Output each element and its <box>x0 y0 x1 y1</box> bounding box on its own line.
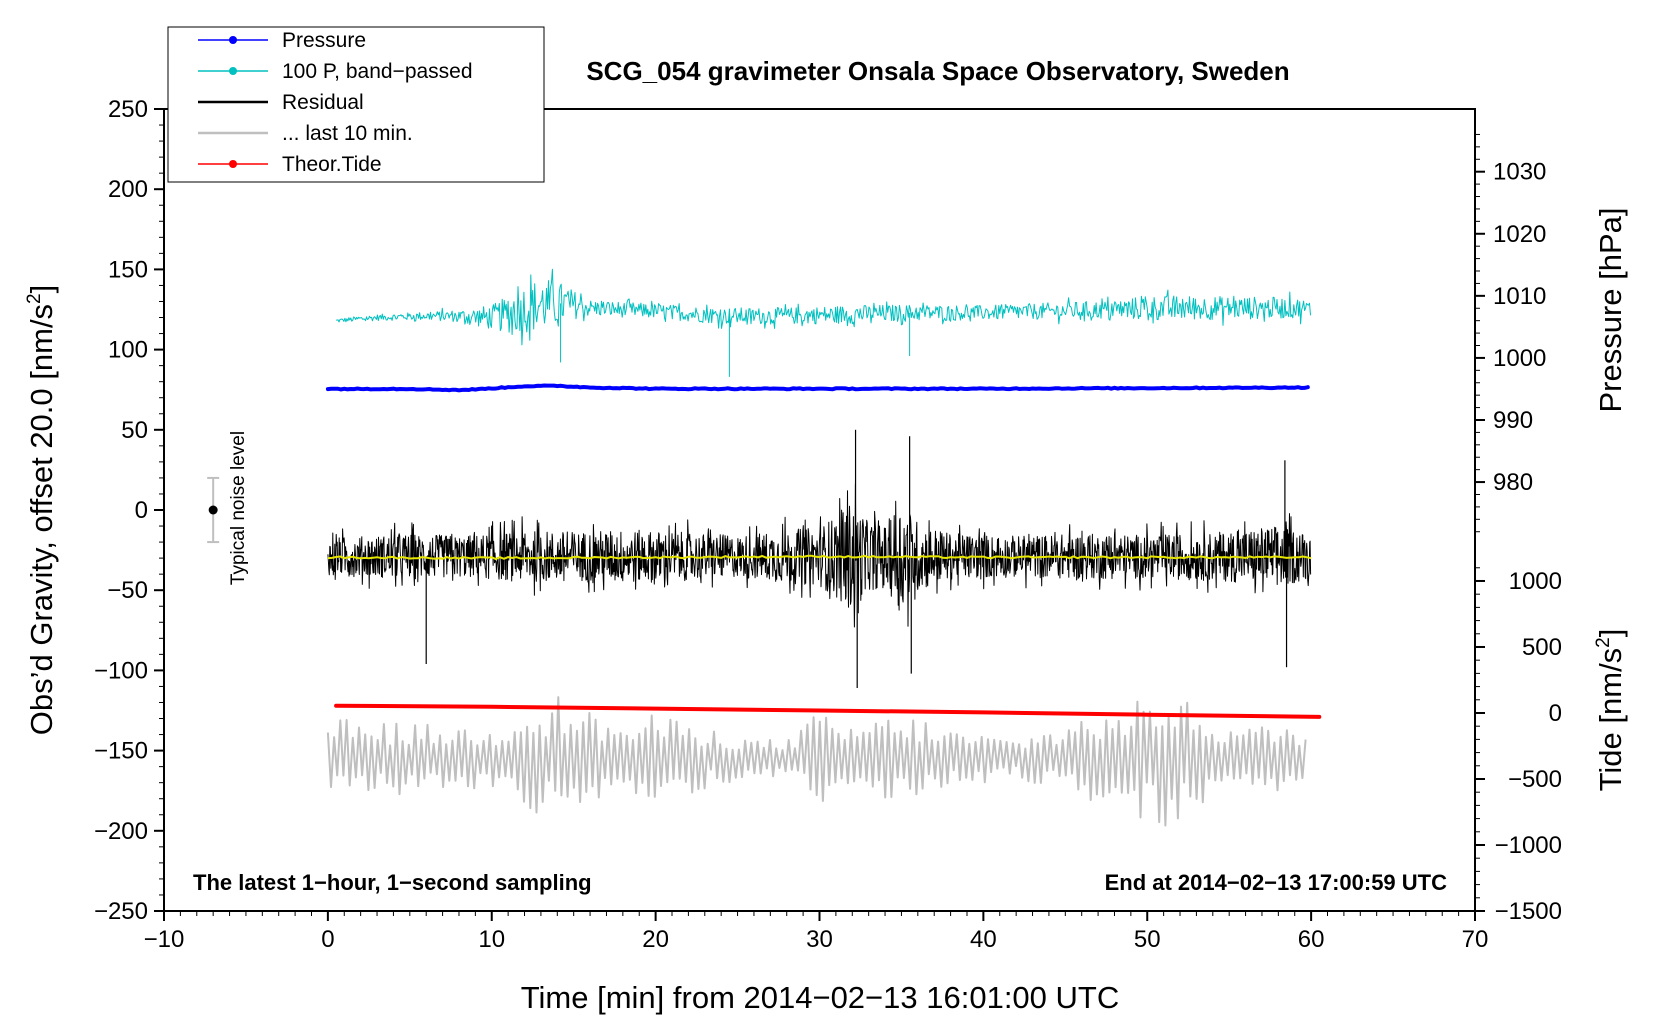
tide-tick-label: 0 <box>1549 700 1562 727</box>
y-axis-left-label: Obs’d Gravity, offset 20.0 [nm/s2] <box>24 285 59 736</box>
y-left-tick-label: 150 <box>108 256 148 283</box>
y-axis-left-label-close: ] <box>24 285 59 294</box>
legend-items: Pressure 100 P, band−passed Residual ... la… <box>198 29 473 176</box>
x-tick-label: 50 <box>1134 926 1161 953</box>
y-left-tick-label: 250 <box>108 96 148 123</box>
tide-tick-label: −1000 <box>1495 832 1562 859</box>
legend-label: ... last 10 min. <box>282 122 413 145</box>
legend-box <box>167 26 545 183</box>
legend-label: Theor.Tide <box>282 153 382 176</box>
series-last-10-min <box>326 696 1307 827</box>
y-axis-left-label-main: Obs’d Gravity, offset 20.0 [nm/s <box>24 304 59 735</box>
y-axis-tide-label-close: ] <box>1593 629 1628 638</box>
legend-label: Residual <box>282 91 364 114</box>
x-tick-label: −10 <box>144 926 185 953</box>
noise-level-label: Typical noise level <box>228 431 249 585</box>
series-residual-smoothed <box>327 554 1312 561</box>
x-tick-label: 30 <box>806 926 833 953</box>
x-axis-label: Time [min] from 2014−02−13 16:01:00 UTC <box>521 980 1120 1015</box>
y-left-tick-label: −100 <box>94 657 148 684</box>
legend-marker <box>229 160 237 168</box>
axes-layer: −10 0 10 20 30 40 50 60 70250200150100500−50−100… <box>94 96 1562 953</box>
x-tick-label: 20 <box>642 926 669 953</box>
legend-marker <box>229 67 237 75</box>
pressure-tick-label: 980 <box>1493 469 1533 496</box>
chart-title: SCG_054 gravimeter Onsala Space Observat… <box>586 56 1289 86</box>
y-axis-tide-label-main: Tide [nm/s <box>1593 648 1628 792</box>
y-left-tick-label: −150 <box>94 738 148 765</box>
y-axis-tide-label: Tide [nm/s2] <box>1593 629 1628 792</box>
y-axis-tide-label-sup: 2 <box>1593 637 1614 648</box>
note-sampling: The latest 1−hour, 1−second sampling <box>193 870 592 895</box>
y-axis-left-label-sup: 2 <box>24 293 45 304</box>
noise-bar-center <box>208 505 218 515</box>
y-left-tick-label: −50 <box>107 577 148 604</box>
y-left-tick-label: 50 <box>121 417 148 444</box>
tide-tick-label: 500 <box>1522 634 1562 661</box>
x-tick-label: 40 <box>970 926 997 953</box>
legend-label: Pressure <box>282 29 366 52</box>
x-tick-label: 60 <box>1298 926 1325 953</box>
y-left-tick-label: −250 <box>94 898 148 925</box>
y-left-tick-label: 100 <box>108 337 148 364</box>
y-left-tick-label: 200 <box>108 176 148 203</box>
legend: Pressure 100 P, band−passed Residual ... la… <box>167 26 545 183</box>
tide-tick-label: 1000 <box>1509 568 1562 595</box>
note-end-time: End at 2014−02−13 17:00:59 UTC <box>1105 870 1448 895</box>
legend-marker <box>229 36 237 44</box>
pressure-tick-label: 1000 <box>1493 345 1546 372</box>
series-theoretical-tide <box>334 703 1322 719</box>
y-left-tick-label: 0 <box>135 497 148 524</box>
data-layer <box>207 268 1322 827</box>
pressure-tick-label: 1030 <box>1493 159 1546 186</box>
y-axis-pressure-label: Pressure [hPa] <box>1593 207 1628 412</box>
tide-tick-label: −500 <box>1508 766 1562 793</box>
pressure-tick-label: 990 <box>1493 407 1533 434</box>
y-left-tick-label: −200 <box>94 818 148 845</box>
legend-label: 100 P, band−passed <box>282 60 473 83</box>
x-tick-label: 10 <box>478 926 505 953</box>
pressure-tick-label: 1020 <box>1493 221 1546 248</box>
series-residual <box>327 483 1312 628</box>
tide-tick-label: −1500 <box>1495 898 1562 925</box>
series-pressure <box>325 383 1310 393</box>
pressure-tick-label: 1010 <box>1493 283 1546 310</box>
x-tick-label: 0 <box>321 926 334 953</box>
x-tick-label: 70 <box>1462 926 1489 953</box>
series-band-passed-pressure <box>336 268 1311 346</box>
